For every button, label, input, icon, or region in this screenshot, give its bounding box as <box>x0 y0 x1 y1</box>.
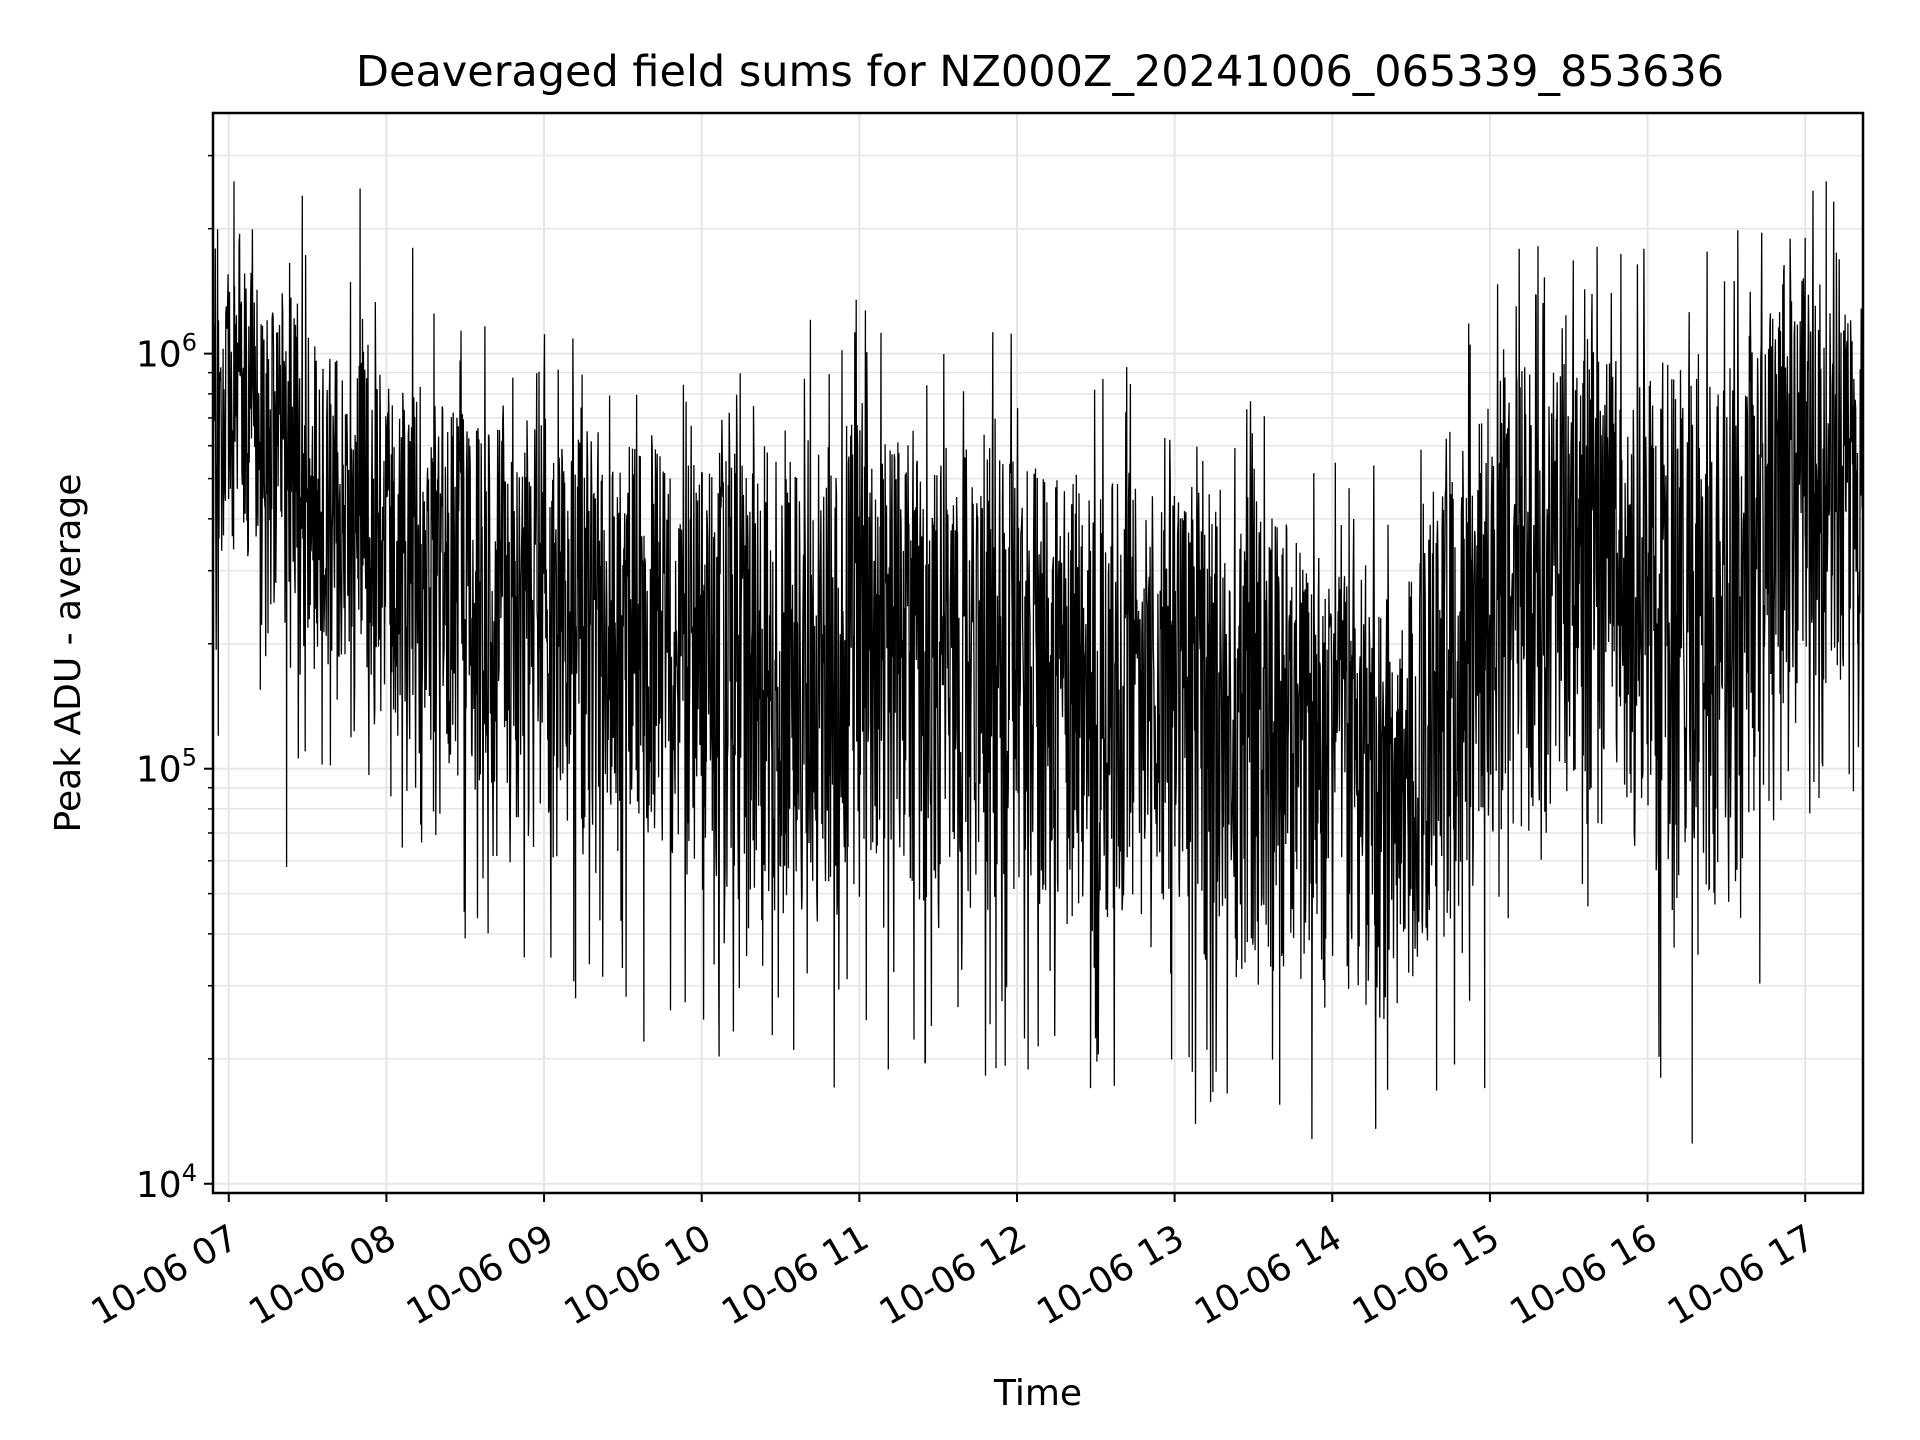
chart-title: Deaveraged field sums for NZ000Z_2024100… <box>356 47 1724 97</box>
x-axis-label: Time <box>993 1373 1082 1414</box>
y-axis-label: Peak ADU - average <box>48 474 89 833</box>
axis-ticks <box>204 154 1807 1202</box>
y-tick-labels: 104 105 106 <box>136 329 197 1206</box>
y-tick-label: 104 <box>136 1159 197 1206</box>
series-line-0 <box>212 181 1864 1144</box>
plot-frame <box>211 111 1865 1195</box>
series-layer <box>212 181 1864 1144</box>
y-tick-label: 105 <box>136 744 197 791</box>
y-tick-label: 106 <box>136 329 197 376</box>
